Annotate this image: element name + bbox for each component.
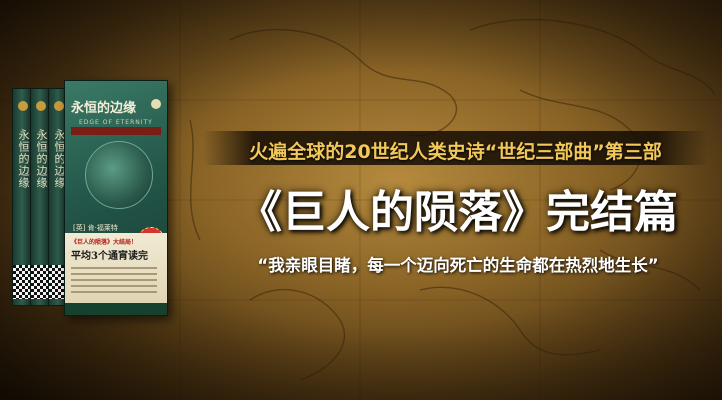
english-title: EDGE OF ETERNITY	[79, 119, 153, 126]
spine-title: 永恒的边缘	[53, 129, 66, 189]
volume-badge-icon	[151, 99, 161, 109]
main-title: 《巨人的陨落》完结篇	[238, 187, 678, 238]
book-spine-1: 永恒的边缘	[12, 88, 32, 306]
band-text-line	[71, 267, 157, 269]
band-text-line	[71, 285, 157, 287]
spine-dot-icon	[36, 101, 46, 111]
cover-band: 《巨人的陨落》大结局！ 平均3个通宵读完	[65, 233, 167, 315]
cover-tagline-strip	[71, 127, 161, 135]
band-text-line	[71, 273, 157, 275]
book-spine-2: 永恒的边缘	[30, 88, 50, 306]
headline-banner: 火遍全球的20世纪人类史诗“世纪三部曲”第三部	[203, 131, 708, 165]
quote-text: “我亲眼目睹，每一个迈向死亡的生命都在热烈地生长”	[257, 256, 659, 275]
spine-dot-icon	[18, 101, 28, 111]
band-footer	[65, 303, 167, 315]
band-text-line	[71, 279, 157, 281]
band-line-2: 平均3个通宵读完	[71, 251, 148, 262]
band-text-line	[71, 291, 157, 293]
band-line-1: 《巨人的陨落》大结局！	[71, 239, 138, 246]
spine-dot-icon	[54, 101, 64, 111]
book-set-image: 永恒的边缘 永恒的边缘 永恒的边缘 永恒的边缘 EDGE OF ETERNITY…	[8, 80, 168, 325]
checkered-pattern	[13, 265, 31, 299]
checkered-pattern	[31, 265, 49, 299]
cover-title: 永恒的边缘	[71, 101, 137, 116]
globe-illustration	[85, 141, 153, 209]
book-cover: 永恒的边缘 EDGE OF ETERNITY [英] 肯·福莱特 KEN FOL…	[64, 80, 168, 316]
headline-text: 火遍全球的20世纪人类史诗“世纪三部曲”第三部	[249, 141, 662, 163]
author-cn: [英] 肯·福莱特	[73, 224, 118, 232]
spine-title: 永恒的边缘	[17, 129, 30, 189]
spine-title: 永恒的边缘	[35, 129, 48, 189]
checkered-pattern	[49, 265, 67, 299]
